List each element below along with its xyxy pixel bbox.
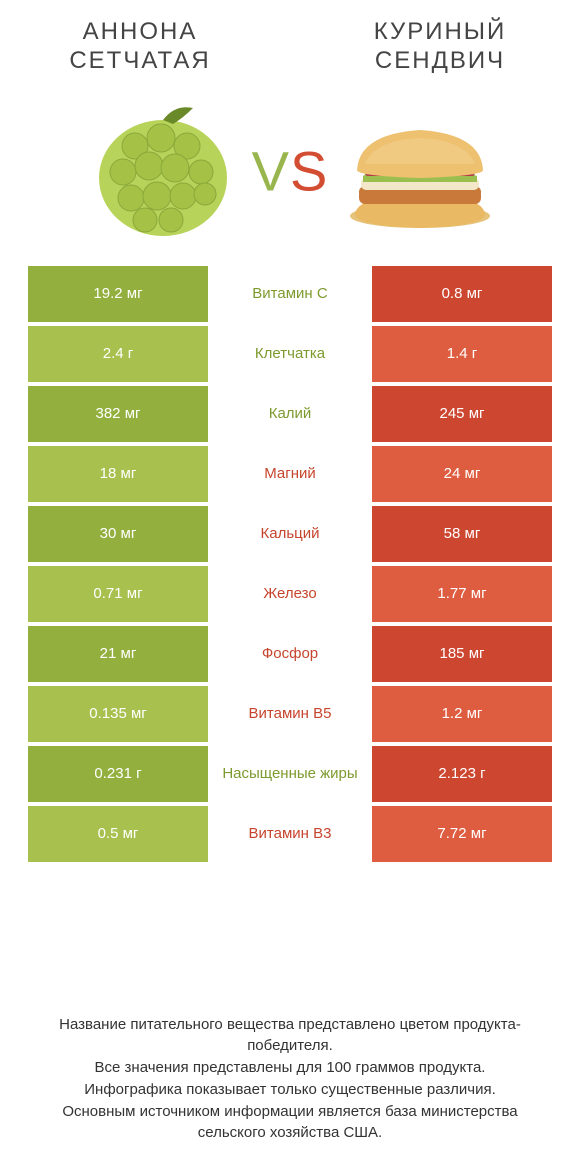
nutrient-label: Витамин B5 bbox=[208, 686, 372, 742]
left-value: 2.4 г bbox=[28, 326, 208, 382]
right-value: 7.72 мг bbox=[372, 806, 552, 862]
comparison-table: 19.2 мгВитамин C0.8 мг2.4 гКлетчатка1.4 … bbox=[0, 266, 580, 862]
left-value: 0.135 мг bbox=[28, 686, 208, 742]
table-row: 0.135 мгВитамин B51.2 мг bbox=[28, 686, 552, 742]
table-row: 21 мгФосфор185 мг bbox=[28, 626, 552, 682]
nutrient-label: Фосфор bbox=[208, 626, 372, 682]
table-row: 0.71 мгЖелезо1.77 мг bbox=[28, 566, 552, 622]
right-value: 1.4 г bbox=[372, 326, 552, 382]
footnote-line: Инфографика показывает только существенн… bbox=[28, 1079, 552, 1101]
left-value: 382 мг bbox=[28, 386, 208, 442]
right-value: 0.8 мг bbox=[372, 266, 552, 322]
nutrient-label: Клетчатка bbox=[208, 326, 372, 382]
table-row: 2.4 гКлетчатка1.4 г bbox=[28, 326, 552, 382]
nutrient-label: Железо bbox=[208, 566, 372, 622]
table-row: 0.5 мгВитамин B37.72 мг bbox=[28, 806, 552, 862]
table-row: 0.231 гНасыщенные жиры2.123 г bbox=[28, 746, 552, 802]
footnote-line: Основным источником информации является … bbox=[28, 1101, 552, 1145]
footnote-line: Название питательного вещества представл… bbox=[28, 1014, 552, 1058]
right-food-title: КУРИНЫЙ СЕНДВИЧ bbox=[340, 18, 540, 76]
nutrient-label: Калий bbox=[208, 386, 372, 442]
left-value: 18 мг bbox=[28, 446, 208, 502]
right-value: 185 мг bbox=[372, 626, 552, 682]
left-value: 0.5 мг bbox=[28, 806, 208, 862]
left-food-title: АННОНА СЕТЧАТАЯ bbox=[40, 18, 240, 76]
table-row: 30 мгКальций58 мг bbox=[28, 506, 552, 562]
right-value: 24 мг bbox=[372, 446, 552, 502]
left-value: 21 мг bbox=[28, 626, 208, 682]
nutrient-label: Витамин B3 bbox=[208, 806, 372, 862]
vs-s: S bbox=[290, 139, 328, 202]
nutrient-label: Кальций bbox=[208, 506, 372, 562]
right-value: 1.77 мг bbox=[372, 566, 552, 622]
chicken-sandwich-icon bbox=[335, 86, 505, 246]
right-value: 1.2 мг bbox=[372, 686, 552, 742]
nutrient-label: Магний bbox=[208, 446, 372, 502]
header-titles: АННОНА СЕТЧАТАЯ КУРИНЫЙ СЕНДВИЧ bbox=[0, 0, 580, 76]
right-value: 245 мг bbox=[372, 386, 552, 442]
left-value: 0.71 мг bbox=[28, 566, 208, 622]
vs-v: V bbox=[252, 139, 290, 202]
left-value: 0.231 г bbox=[28, 746, 208, 802]
left-value: 30 мг bbox=[28, 506, 208, 562]
table-row: 18 мгМагний24 мг bbox=[28, 446, 552, 502]
images-row: VS bbox=[0, 76, 580, 266]
table-row: 19.2 мгВитамин C0.8 мг bbox=[28, 266, 552, 322]
table-row: 382 мгКалий245 мг bbox=[28, 386, 552, 442]
right-value: 58 мг bbox=[372, 506, 552, 562]
left-value: 19.2 мг bbox=[28, 266, 208, 322]
right-value: 2.123 г bbox=[372, 746, 552, 802]
custard-apple-icon bbox=[75, 86, 245, 246]
footnote-line: Все значения представлены для 100 граммо… bbox=[28, 1057, 552, 1079]
nutrient-label: Насыщенные жиры bbox=[208, 746, 372, 802]
nutrient-label: Витамин C bbox=[208, 266, 372, 322]
footnote: Название питательного вещества представл… bbox=[0, 1014, 580, 1145]
vs-label: VS bbox=[252, 138, 329, 203]
